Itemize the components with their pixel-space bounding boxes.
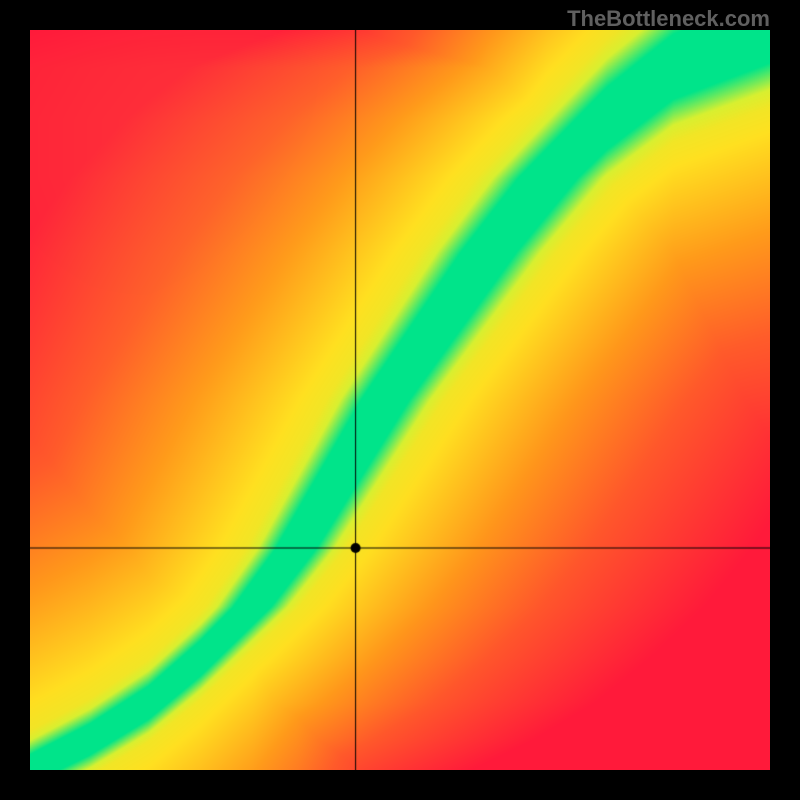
watermark-text: TheBottleneck.com (567, 6, 770, 32)
bottleneck-heatmap (30, 30, 770, 770)
chart-container: TheBottleneck.com (0, 0, 800, 800)
